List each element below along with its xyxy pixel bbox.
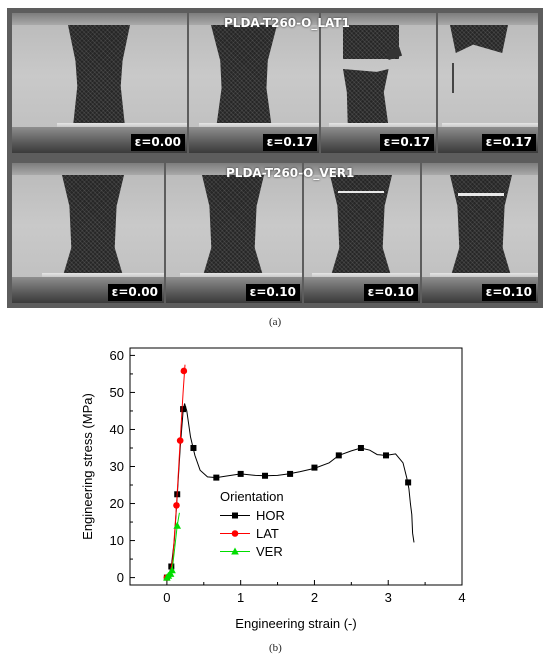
- strain-label: ε=0.17: [379, 134, 434, 151]
- series-ver: [163, 512, 182, 581]
- photo-row-ver: ε=0.00 ε=0.10 ε=0.10 ε=0.10 PLDA-T260-O_…: [12, 163, 538, 303]
- data-point-hor: [190, 444, 197, 451]
- x-tick-label: 4: [458, 590, 465, 605]
- y-tick-label: 0: [117, 570, 124, 585]
- data-point-ver: [166, 569, 175, 577]
- data-point-hor: [237, 470, 244, 477]
- legend-marker-ver: [231, 547, 239, 555]
- x-tick-label: 3: [385, 590, 392, 605]
- row-title-lat: PLDA-T260-O_LAT1: [224, 16, 350, 30]
- crack-line: [338, 191, 384, 193]
- caption-a: (a): [269, 316, 282, 328]
- legend-title: Orientation: [220, 489, 284, 504]
- strain-label: ε=0.17: [262, 134, 317, 151]
- y-tick-label: 30: [110, 459, 124, 474]
- legend-label-ver: VER: [256, 544, 283, 559]
- specimen-upper: [450, 25, 508, 53]
- strain-label: ε=0.10: [245, 284, 300, 301]
- specimen: [450, 175, 512, 279]
- specimen: [68, 25, 130, 127]
- photo-frame-ver-3: ε=0.10: [304, 163, 420, 303]
- data-point-hor: [357, 444, 364, 451]
- photo-frame-lat-1: ε=0.00: [12, 13, 187, 153]
- y-tick-label: 40: [110, 422, 124, 437]
- specimen-lower: [343, 69, 389, 127]
- y-axis-label: Engineering stress (MPa): [80, 393, 95, 540]
- data-point-hor: [405, 479, 412, 486]
- y-tick-label: 60: [110, 348, 124, 363]
- data-point-hor: [213, 474, 220, 481]
- crack-line: [458, 193, 504, 196]
- specimen-photo-panel: ε=0.00 ε=0.17 ε=0.17 ε=0.17 PLDA-T260-: [7, 8, 543, 308]
- data-point-hor: [180, 406, 187, 413]
- series-line-lat: [166, 364, 186, 578]
- series-lat: [163, 364, 188, 581]
- strain-label: ε=0.00: [130, 134, 185, 151]
- data-point-hor: [287, 470, 294, 477]
- series-hor: [163, 403, 415, 581]
- y-tick-label: 20: [110, 496, 124, 511]
- strain-label: ε=0.10: [363, 284, 418, 301]
- photo-frame-ver-4: ε=0.10: [422, 163, 538, 303]
- x-tick-label: 1: [237, 590, 244, 605]
- data-point-lat: [176, 437, 184, 444]
- photo-frame-lat-3: ε=0.17: [321, 13, 436, 153]
- legend-marker-lat: [231, 530, 239, 537]
- specimen-upper: [343, 25, 399, 59]
- photo-row-lat: ε=0.00 ε=0.17 ε=0.17 ε=0.17 PLDA-T260-: [12, 13, 538, 153]
- data-point-lat: [173, 502, 180, 509]
- photo-frame-lat-4: ε=0.17: [438, 13, 538, 153]
- y-tick-label: 10: [110, 533, 124, 548]
- series-line-hor: [166, 403, 415, 578]
- data-point-hor: [311, 464, 318, 471]
- caption-b: (b): [269, 642, 282, 654]
- legend-label-hor: HOR: [256, 508, 285, 523]
- legend-label-lat: LAT: [256, 526, 279, 541]
- photo-frame-lat-2: ε=0.17: [189, 13, 319, 153]
- photo-frame-ver-2: ε=0.10: [166, 163, 302, 303]
- plot-frame: [129, 347, 463, 586]
- specimen: [202, 175, 264, 279]
- photo-frame-ver-1: ε=0.00: [12, 163, 164, 303]
- legend-marker-hor: [232, 512, 238, 519]
- data-point-lat: [180, 367, 188, 375]
- specimen: [211, 25, 277, 127]
- row-title-ver: PLDA-T260-O_VER1: [226, 166, 355, 180]
- data-point-ver: [173, 521, 182, 529]
- strain-label: ε=0.00: [107, 284, 162, 301]
- y-tick-label: 50: [110, 385, 124, 400]
- x-tick-label: 2: [311, 590, 318, 605]
- legend: Orientation HOR LAT VER: [220, 489, 285, 559]
- data-point-hor: [383, 452, 390, 459]
- x-axis-label: Engineering strain (-): [235, 616, 356, 631]
- strain-label: ε=0.10: [481, 284, 536, 301]
- series-layer: [163, 364, 415, 581]
- data-point-hor: [262, 472, 269, 479]
- data-point-hor: [335, 452, 342, 459]
- data-point-ver: [168, 566, 176, 574]
- x-tick-label: 0: [163, 590, 170, 605]
- specimen: [62, 175, 124, 279]
- strain-label: ε=0.17: [481, 134, 536, 151]
